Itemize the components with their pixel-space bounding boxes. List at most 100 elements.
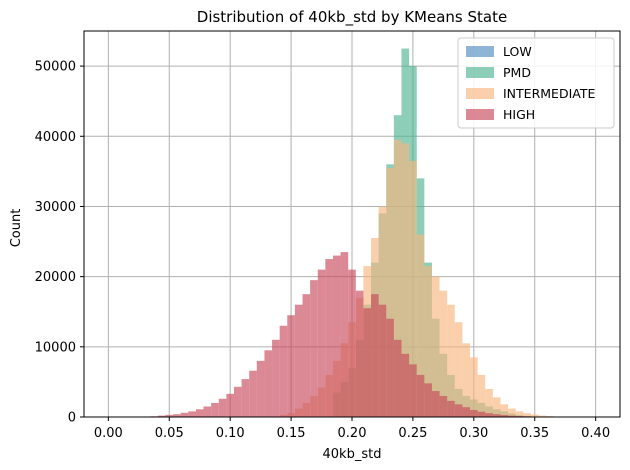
bar — [439, 290, 448, 417]
bar — [462, 343, 471, 417]
y-tick-label: 50000 — [35, 60, 76, 75]
bar — [233, 386, 242, 417]
legend-label: HIGH — [503, 107, 535, 122]
y-axis-label: Count — [9, 209, 24, 248]
bar — [454, 322, 463, 417]
x-tick-label: 0.25 — [398, 426, 427, 441]
bar — [393, 339, 402, 417]
bar — [477, 374, 486, 417]
bar — [409, 160, 417, 417]
bar — [218, 398, 227, 417]
bar — [378, 304, 387, 417]
bar — [226, 393, 234, 417]
bar — [195, 409, 204, 417]
bar — [416, 234, 425, 417]
bar — [462, 407, 471, 417]
bar — [431, 276, 440, 417]
x-tick-label: 0.35 — [520, 426, 549, 441]
bar — [439, 395, 448, 417]
bar — [401, 353, 410, 417]
bar — [264, 350, 273, 417]
bar — [287, 315, 295, 417]
legend-label: LOW — [503, 44, 532, 59]
bar — [485, 413, 493, 417]
bar — [538, 415, 547, 417]
bar — [317, 269, 326, 417]
bar — [492, 414, 501, 417]
bar — [180, 412, 189, 417]
bar — [249, 370, 257, 417]
legend-swatch — [466, 88, 494, 99]
legend-box — [457, 37, 615, 129]
bar — [431, 391, 440, 417]
bar — [500, 415, 509, 417]
bar — [340, 252, 349, 417]
bar — [310, 280, 318, 417]
bar — [279, 325, 288, 417]
bar — [211, 402, 219, 417]
bar — [348, 269, 356, 417]
bar — [515, 411, 524, 417]
x-tick-label: 0.00 — [94, 426, 123, 441]
bar — [530, 414, 539, 417]
bar — [272, 339, 280, 417]
bar — [241, 379, 250, 417]
bar — [302, 294, 311, 417]
legend-label: INTERMEDIATE — [503, 86, 595, 101]
bar — [454, 404, 463, 417]
bar — [363, 308, 372, 417]
bar — [355, 290, 364, 417]
bar — [256, 360, 265, 417]
bar — [393, 139, 402, 418]
legend-swatch — [466, 109, 494, 120]
bar — [447, 400, 455, 417]
bar — [447, 304, 455, 417]
x-tick-label: 0.40 — [581, 426, 610, 441]
bar — [409, 364, 417, 417]
bar — [401, 143, 410, 418]
x-axis-label: 40kb_std — [323, 447, 382, 462]
y-tick-label: 30000 — [35, 200, 76, 215]
x-tick-label: 0.20 — [338, 426, 367, 441]
bar — [386, 318, 394, 417]
bar — [523, 413, 531, 417]
bar — [332, 255, 341, 417]
bar — [294, 304, 303, 417]
y-tick-label: 20000 — [35, 270, 76, 285]
bar — [173, 414, 181, 417]
bar — [508, 408, 516, 417]
bar — [470, 357, 478, 417]
y-tick-label: 10000 — [35, 340, 76, 355]
y-tick-label: 0 — [68, 411, 76, 426]
bar — [500, 404, 509, 417]
x-tick-label: 0.05 — [155, 426, 184, 441]
bar — [470, 409, 478, 417]
legend-swatch — [466, 67, 494, 78]
bar — [165, 414, 174, 417]
bar — [477, 411, 486, 417]
series-high — [150, 252, 577, 417]
bar — [325, 259, 333, 417]
x-tick-label: 0.15 — [277, 426, 306, 441]
bar — [157, 415, 166, 417]
bar — [386, 167, 394, 417]
bar — [371, 294, 379, 417]
bar — [485, 388, 493, 417]
legend: LOW PMD INTERMEDIATE HIGH — [457, 37, 615, 129]
bar — [416, 374, 425, 417]
bar — [424, 383, 432, 417]
legend-label: PMD — [503, 65, 531, 80]
chart-title: Distribution of 40kb_std by KMeans State — [197, 8, 507, 27]
bar — [508, 415, 516, 417]
legend-swatch — [466, 46, 494, 57]
bar — [203, 406, 212, 417]
bar — [492, 397, 501, 417]
ticks: 0.00 0.05 0.10 0.15 0.20 0.25 0.30 0.35 0.40 0 100… — [35, 60, 610, 441]
bar — [424, 266, 432, 417]
x-tick-label: 0.10 — [216, 426, 245, 441]
x-tick-label: 0.30 — [459, 426, 488, 441]
bar — [188, 411, 196, 417]
y-tick-label: 40000 — [35, 130, 76, 145]
